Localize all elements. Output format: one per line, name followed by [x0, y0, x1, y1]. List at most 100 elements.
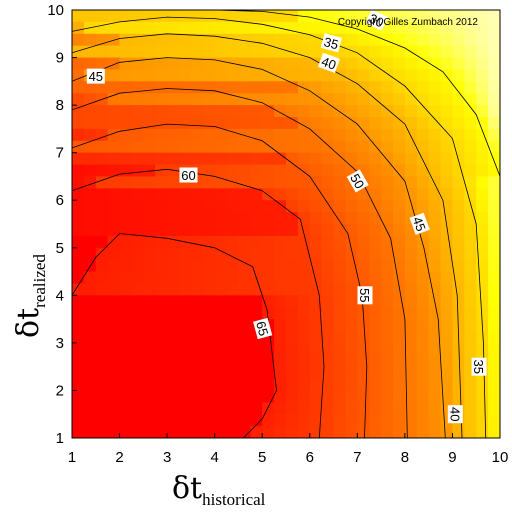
heat-cell: [167, 319, 180, 332]
heat-cell: [464, 331, 477, 344]
heat-cell: [452, 390, 465, 403]
heat-cell: [155, 378, 168, 392]
heat-cell: [262, 33, 275, 47]
heat-cell: [286, 259, 299, 273]
heat-cell: [321, 93, 335, 106]
contour-label-30: 30: [365, 9, 388, 31]
heat-cell: [167, 271, 180, 285]
heat-cell: [357, 140, 370, 154]
heat-cell: [274, 212, 287, 225]
heat-cell: [226, 117, 240, 130]
heat-cell: [143, 366, 156, 380]
heat-cell: [404, 283, 418, 296]
heat-cell: [297, 414, 311, 427]
heat-cell: [167, 247, 180, 261]
heat-cell: [155, 57, 168, 71]
heat-cell: [369, 212, 382, 225]
heat-cell: [190, 390, 204, 403]
heat-cell: [214, 93, 228, 106]
heat-cell: [155, 259, 168, 273]
heat-cell: [321, 69, 335, 82]
heat-cell: [107, 57, 121, 71]
heat-cell: [404, 81, 418, 94]
heat-cell: [155, 200, 168, 213]
heat-cell: [107, 378, 121, 392]
heat-cell: [202, 235, 216, 249]
heat-cell: [286, 33, 299, 47]
heat-cell: [488, 331, 500, 344]
heat-cell: [131, 331, 144, 344]
heat-cell: [440, 271, 454, 285]
heat-cell: [226, 247, 240, 261]
heat-cell: [476, 176, 489, 189]
heat-cell: [286, 152, 299, 166]
heat-cell: [476, 307, 489, 320]
heat-cell: [286, 200, 299, 213]
heat-cell: [250, 164, 263, 178]
heat-cell: [274, 331, 287, 344]
contour-label-text: 65: [253, 320, 271, 338]
heat-cell: [179, 140, 192, 154]
heat-cell: [309, 402, 323, 415]
heat-cell: [476, 164, 489, 178]
heat-cell: [95, 57, 109, 71]
heat-cell: [393, 117, 406, 130]
heat-cell: [167, 378, 180, 392]
heat-cell: [381, 188, 394, 201]
heat-cell: [321, 354, 335, 368]
heat-cell: [179, 152, 192, 166]
contour-label-text: 35: [471, 359, 486, 373]
heat-cell: [488, 33, 500, 47]
heat-cell: [238, 426, 251, 438]
heat-cell: [369, 57, 382, 71]
heat-cell: [297, 402, 311, 415]
heat-cell: [345, 235, 358, 249]
heat-cell: [226, 152, 240, 166]
heat-cell: [167, 164, 180, 178]
contour-label-background: [357, 286, 373, 305]
heat-cell: [488, 426, 500, 438]
heat-cell: [262, 200, 275, 213]
contour-label-35: 35: [471, 357, 487, 376]
heat-cell: [238, 152, 251, 166]
heat-cell: [72, 402, 85, 415]
heat-cell: [476, 200, 489, 213]
heat-cell: [309, 366, 323, 380]
heat-cell: [226, 414, 240, 427]
heat-cell: [488, 259, 500, 273]
heat-cell: [72, 259, 85, 273]
heat-cell: [167, 69, 180, 82]
heat-cell: [488, 93, 500, 106]
heat-cell: [440, 283, 454, 296]
heat-cell: [297, 271, 311, 285]
heat-cell: [72, 390, 85, 403]
heat-cell: [404, 366, 418, 380]
heat-cell: [464, 426, 477, 438]
heat-cell: [155, 45, 168, 59]
heat-cell: [321, 283, 335, 296]
heat-cell: [404, 331, 418, 344]
heat-cell: [369, 81, 382, 94]
heat-cell: [452, 200, 465, 213]
heat-cell: [428, 57, 442, 71]
heat-cell: [214, 10, 228, 23]
heat-cell: [357, 271, 370, 285]
y-tick-label: 8: [56, 97, 64, 114]
heat-cell: [250, 342, 263, 356]
heat-cell: [190, 283, 204, 296]
heat-cell: [321, 128, 335, 142]
heat-cell: [381, 33, 394, 47]
heat-cell: [321, 342, 335, 356]
heat-cell: [393, 69, 406, 82]
heat-cell: [357, 188, 370, 201]
heat-cell: [309, 152, 323, 166]
heat-cell: [143, 188, 156, 201]
heat-cell: [381, 342, 394, 356]
heat-cell: [357, 259, 370, 273]
heat-cell: [202, 342, 216, 356]
heat-cell: [131, 188, 144, 201]
heat-cell: [95, 331, 109, 344]
heat-cell: [452, 69, 465, 82]
heat-cell: [369, 414, 382, 427]
heat-cell: [286, 21, 299, 35]
